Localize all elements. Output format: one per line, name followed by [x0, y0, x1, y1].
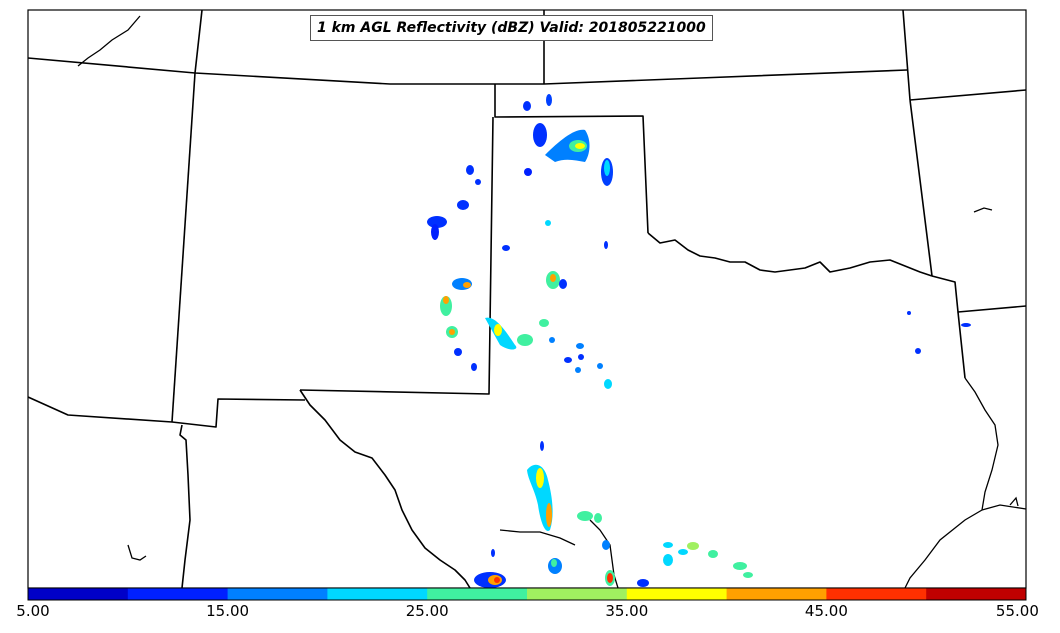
colorbar-swatch	[327, 588, 428, 600]
map-title: 1 km AGL Reflectivity (dBZ) Valid: 20180…	[310, 15, 713, 41]
colorbar-swatch	[127, 588, 229, 600]
colorbar-tick-label: 25.00	[405, 602, 449, 620]
colorbar-swatch	[626, 588, 728, 600]
colorbar	[27, 587, 1027, 601]
colorbar-tick-label: 45.00	[804, 602, 848, 620]
coastline	[77, 15, 1027, 589]
colorbar-swatch	[28, 588, 129, 600]
radar-echoes	[427, 94, 971, 588]
colorbar-swatch	[427, 588, 528, 600]
map-border	[27, 9, 1027, 589]
colorbar-swatch	[726, 588, 827, 600]
colorbar-tick-label: 15.00	[206, 602, 250, 620]
colorbar-swatch	[926, 588, 1027, 600]
colorbar-swatch	[826, 588, 927, 600]
state-boundaries	[27, 9, 1027, 589]
colorbar-swatch	[227, 588, 328, 600]
colorbar-border	[27, 587, 1027, 601]
colorbar-tick-label: 5.00	[16, 602, 50, 620]
colorbar-swatch	[527, 588, 628, 600]
colorbar-tick-label: 35.00	[605, 602, 649, 620]
colorbar-tick-label: 55.00	[995, 602, 1039, 620]
